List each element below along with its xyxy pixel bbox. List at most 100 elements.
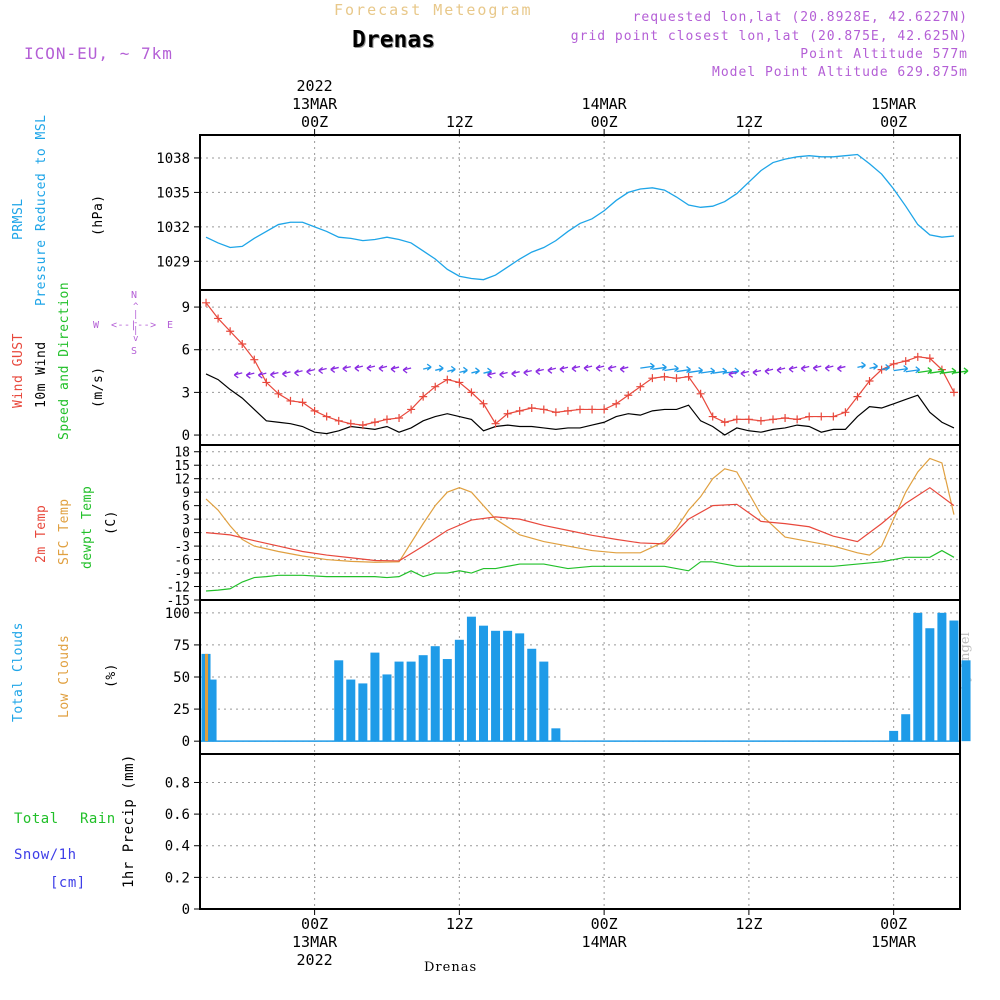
- wind-direction-arrow: [752, 368, 762, 376]
- gust-marker: [310, 406, 319, 415]
- cloud-bar: [503, 630, 513, 742]
- cloud-bar: [466, 616, 476, 742]
- requested-coords: requested lon,lat (20.8928E, 42.6227N): [632, 10, 968, 25]
- cloud-bar: [382, 674, 392, 742]
- y-tick-label: 15: [174, 459, 190, 474]
- gust-marker: [793, 415, 802, 424]
- cloud-bar: [454, 639, 464, 742]
- gust-marker: [214, 314, 223, 323]
- wind-direction-arrow: [306, 368, 315, 376]
- gust-marker: [732, 415, 741, 424]
- gust-marker: [949, 388, 958, 397]
- wind-direction-arrow: [571, 365, 581, 373]
- wind-direction-arrow: [547, 366, 557, 374]
- bottom-date-label: 13MAR: [292, 933, 338, 951]
- gust-marker: [889, 359, 898, 368]
- top-year-label: 2022: [297, 77, 333, 95]
- top-date-label: 13MAR: [292, 95, 338, 113]
- gust-marker: [781, 413, 790, 422]
- wind-direction-arrow: [483, 367, 492, 375]
- y-tick-label: 6: [182, 343, 190, 359]
- wind-direction-arrow: [640, 362, 655, 370]
- wind-direction-arrow: [294, 369, 303, 377]
- wind-direction-arrow: [402, 366, 412, 374]
- wind-direction-arrow: [354, 364, 364, 372]
- y-tick-label: 12: [174, 473, 190, 488]
- y-tick-label: 1032: [156, 220, 190, 236]
- gust-marker: [395, 413, 404, 422]
- compass-ns-arrows: ^ | - | v: [133, 302, 139, 345]
- gust-marker: [382, 415, 391, 424]
- gust-marker: [600, 405, 609, 414]
- panel-frame: [199, 289, 961, 446]
- gust-marker: [817, 412, 826, 421]
- temp-2m-line: [205, 486, 955, 562]
- wind-direction-arrow: [318, 366, 327, 374]
- y-tick-label: 0: [182, 902, 190, 918]
- y-tick-label: 18: [174, 446, 190, 461]
- gust-marker: [612, 399, 621, 408]
- model-altitude: Model Point Altitude 629.875m: [712, 65, 968, 80]
- cloud-bar: [539, 661, 549, 742]
- bottom-hour-label: 00Z: [301, 915, 328, 933]
- y-tick-label: 0: [182, 428, 190, 444]
- gust-marker: [322, 412, 331, 421]
- legend-total: Total: [14, 811, 59, 827]
- y-tick-label: 0: [182, 734, 190, 750]
- cloud-bar: [406, 661, 416, 742]
- y-tick-label: -15: [167, 594, 190, 609]
- top-hour-label: 12Z: [446, 113, 473, 131]
- gust-marker: [756, 416, 765, 425]
- gust-marker: [648, 374, 657, 383]
- y-tick-label: 3: [182, 385, 190, 401]
- cloud-bar: [394, 661, 404, 742]
- gust-marker: [334, 416, 343, 425]
- gust-marker: [298, 398, 307, 407]
- wind-direction-arrow: [447, 365, 456, 373]
- top-hour-label: 12Z: [735, 113, 762, 131]
- wind-direction-arrow: [824, 364, 834, 372]
- wind-direction-arrow: [812, 364, 822, 372]
- model-name: ICON-EU, ~ 7km: [24, 44, 173, 63]
- compass-n: N: [131, 290, 138, 301]
- top-hour-label: 00Z: [880, 113, 907, 131]
- wind-direction-arrow: [330, 365, 339, 373]
- dewpt-temp-line: [205, 549, 955, 592]
- wind-direction-arrow: [523, 369, 532, 377]
- legend-rain: Rain: [80, 811, 116, 827]
- wind-direction-arrow: [857, 361, 866, 369]
- cloud-bar: [370, 652, 380, 742]
- wind-direction-arrow: [607, 364, 617, 372]
- wind-direction-arrow: [728, 370, 737, 378]
- gust-marker: [226, 327, 235, 336]
- gust-marker: [744, 415, 753, 424]
- y-tick-label: 75: [173, 638, 190, 654]
- compass-we-arrows: <--|-->: [111, 320, 157, 331]
- wind-direction-arrow: [740, 370, 750, 378]
- cloud-bar: [551, 728, 561, 742]
- bottom-hour-label: 00Z: [880, 915, 907, 933]
- wind-direction-arrow: [688, 366, 703, 374]
- top-date-label: 15MAR: [871, 95, 917, 113]
- gust-marker: [443, 375, 452, 384]
- y-tick-label: 9: [182, 300, 190, 316]
- wind-direction-arrow: [583, 364, 593, 372]
- gust-marker: [576, 405, 584, 414]
- wind-direction-arrow: [764, 367, 774, 375]
- cloud-bar: [207, 679, 217, 742]
- wind-direction-arrow: [378, 364, 388, 372]
- cloud-bar: [889, 730, 899, 742]
- legend-cm-unit: [cm]: [50, 875, 86, 891]
- wind-direction-arrow: [881, 363, 890, 372]
- wind-direction-arrow: [233, 371, 243, 379]
- gust-marker: [853, 392, 862, 401]
- y-tick-label: -3: [174, 540, 190, 555]
- wind-direction-arrow: [245, 371, 255, 379]
- closest-coords: grid point closest lon,lat (20.875E, 42.…: [570, 29, 968, 44]
- sfc-temp-line: [205, 457, 955, 563]
- y-tick-label: 100: [165, 606, 190, 622]
- compass-s: S: [131, 346, 138, 357]
- wind-direction-arrow: [700, 367, 716, 375]
- gust-marker: [431, 382, 440, 391]
- y-tick-label: -12: [167, 581, 190, 596]
